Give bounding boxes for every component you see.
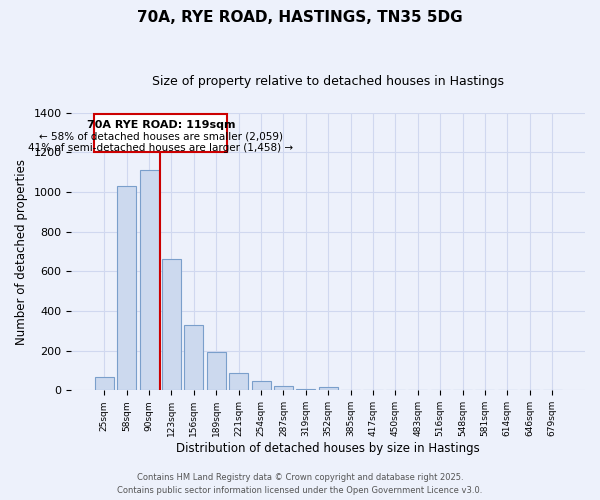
Text: ← 58% of detached houses are smaller (2,059): ← 58% of detached houses are smaller (2,… <box>39 132 283 141</box>
Bar <box>207 352 226 391</box>
Y-axis label: Number of detached properties: Number of detached properties <box>15 158 28 344</box>
Bar <box>162 260 181 390</box>
Text: 70A RYE ROAD: 119sqm: 70A RYE ROAD: 119sqm <box>86 120 235 130</box>
Bar <box>184 325 203 390</box>
Bar <box>95 378 114 390</box>
Bar <box>140 170 158 390</box>
X-axis label: Distribution of detached houses by size in Hastings: Distribution of detached houses by size … <box>176 442 480 455</box>
Bar <box>251 381 271 390</box>
Title: Size of property relative to detached houses in Hastings: Size of property relative to detached ho… <box>152 75 504 88</box>
Text: 41% of semi-detached houses are larger (1,458) →: 41% of semi-detached houses are larger (… <box>28 143 293 153</box>
Text: 70A, RYE ROAD, HASTINGS, TN35 5DG: 70A, RYE ROAD, HASTINGS, TN35 5DG <box>137 10 463 25</box>
Bar <box>117 186 136 390</box>
Bar <box>229 374 248 390</box>
Text: Contains HM Land Registry data © Crown copyright and database right 2025.
Contai: Contains HM Land Registry data © Crown c… <box>118 473 482 495</box>
FancyBboxPatch shape <box>94 114 227 152</box>
Bar <box>319 388 338 390</box>
Bar <box>274 386 293 390</box>
